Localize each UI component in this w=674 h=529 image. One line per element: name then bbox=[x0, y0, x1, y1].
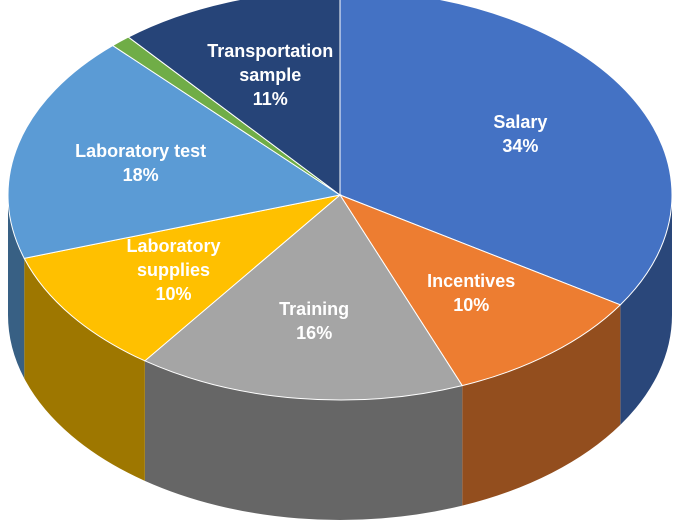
slice-side bbox=[144, 360, 463, 520]
slice-label: Transportation sample 11% bbox=[185, 39, 355, 111]
slice-side bbox=[24, 258, 145, 481]
slice-label: Laboratory supplies 10% bbox=[88, 234, 258, 306]
slice bbox=[7, 44, 342, 259]
slice-label: Salary 34% bbox=[435, 110, 605, 158]
value-label: 10% bbox=[453, 294, 490, 315]
slice bbox=[143, 194, 464, 401]
slice-sides bbox=[8, 195, 672, 520]
slice bbox=[23, 194, 342, 362]
category-label: Laboratory supplies bbox=[126, 235, 221, 280]
slice-tops bbox=[7, 0, 673, 401]
category-label: Training bbox=[279, 299, 350, 320]
slice-label: Laboratory test 18% bbox=[56, 139, 226, 187]
value-label: 18% bbox=[122, 165, 159, 186]
value-label: 16% bbox=[296, 323, 333, 344]
value-label: 10% bbox=[155, 283, 192, 304]
category-label: Salary bbox=[493, 111, 548, 132]
slice-label: Training 16% bbox=[229, 297, 399, 345]
slice-label: Incentives 10% bbox=[386, 269, 556, 317]
category-label: Incentives bbox=[427, 270, 516, 291]
value-label: 34% bbox=[502, 135, 539, 156]
slice-side bbox=[8, 195, 25, 379]
slice-side bbox=[462, 304, 621, 506]
category-label: Transportation sample bbox=[207, 41, 334, 86]
category-label: Laboratory test bbox=[75, 141, 207, 162]
slice bbox=[338, 193, 622, 387]
slice bbox=[127, 0, 341, 196]
slice bbox=[339, 0, 673, 306]
value-label: 11% bbox=[252, 89, 288, 110]
